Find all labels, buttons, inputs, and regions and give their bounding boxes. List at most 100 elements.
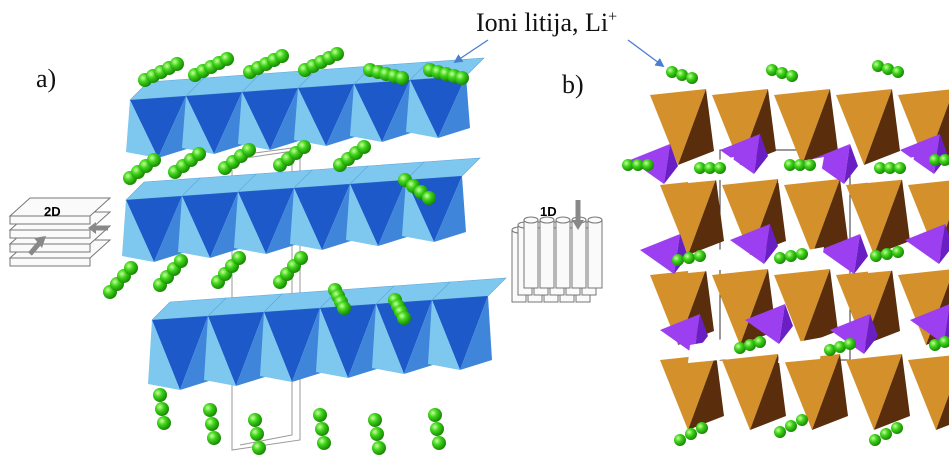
li-ion: [432, 436, 446, 450]
li-ion: [744, 339, 756, 351]
octahedron-face: [326, 84, 358, 146]
li-ion: [939, 154, 949, 166]
octahedron-face: [148, 320, 180, 390]
li-ion: [672, 254, 684, 266]
li-ion: [694, 250, 706, 262]
tetrahedron-face: [846, 354, 902, 430]
tetrahedron-face: [750, 354, 786, 430]
li-ion: [337, 301, 351, 315]
purple-polyhedron: [939, 224, 949, 264]
li-ion: [124, 261, 138, 275]
tetrahedron-face: [650, 89, 706, 165]
li-ion: [869, 434, 881, 446]
li-ion: [357, 140, 371, 154]
purple-polyhedron: [730, 224, 770, 264]
tetrahedron-face: [836, 89, 892, 165]
li-ion: [929, 154, 941, 166]
li-ion: [297, 140, 311, 154]
tetrahedron-face: [908, 355, 949, 430]
li-ion: [882, 63, 894, 75]
tetrahedron-face: [688, 179, 724, 255]
octahedron-face: [264, 308, 320, 382]
li-ion: [248, 413, 262, 427]
octahedron-face: [378, 180, 410, 246]
panel-a-label: a): [36, 64, 57, 93]
purple-polyhedron: [764, 224, 778, 264]
arrow-to-ions-b: [627, 39, 665, 68]
octahedron-face: [376, 300, 432, 374]
inset-2d-label: 2D: [44, 204, 61, 219]
li-ion: [754, 336, 766, 348]
purple-polyhedron: [810, 144, 850, 184]
li-ion: [794, 159, 806, 171]
li-ion: [784, 159, 796, 171]
li-ion: [242, 143, 256, 157]
octahedron-face: [270, 88, 302, 150]
tetrahedron-face: [874, 354, 910, 430]
li-ion: [892, 246, 904, 258]
tetrahedron-face: [802, 89, 838, 165]
li-ion: [880, 428, 892, 440]
purple-polyhedron: [830, 314, 870, 354]
li-ion: [250, 427, 264, 441]
octahedron-face: [210, 192, 242, 258]
li-ion: [870, 250, 882, 262]
tetrahedron-face: [784, 179, 840, 255]
li-ion: [674, 434, 686, 446]
li-ion: [776, 67, 788, 79]
octahedron-face: [182, 192, 238, 258]
octahedron-face: [208, 312, 264, 386]
li-ion: [881, 248, 893, 260]
octahedron-face: [158, 96, 190, 158]
li-ion: [884, 162, 896, 174]
li-ion: [774, 252, 786, 264]
octahedron-face: [382, 80, 414, 142]
li-ion: [939, 336, 949, 348]
tetrahedron-face: [712, 89, 768, 165]
tetrahedron-face: [774, 89, 830, 165]
octahedron-face: [434, 176, 466, 242]
purple-polyhedron: [944, 310, 949, 344]
octahedron-face: [350, 84, 382, 142]
purple-polyhedron: [820, 234, 860, 274]
li-ion: [892, 66, 904, 78]
octahedron-face: [354, 80, 410, 142]
octahedron-face: [154, 196, 186, 262]
octahedron-face: [238, 188, 294, 254]
inset-tube: [555, 219, 571, 289]
li-ion: [294, 251, 308, 265]
tetrahedron-face: [812, 179, 848, 255]
li-ion: [313, 408, 327, 422]
li-ion: [696, 422, 708, 434]
octahedron-face: [180, 316, 212, 390]
li-ion: [203, 403, 217, 417]
octahedron-face: [438, 76, 470, 138]
octahedron-face: [460, 296, 492, 370]
octahedron-face: [236, 312, 268, 386]
li-ion: [766, 64, 778, 76]
inset-tube-top: [587, 216, 603, 224]
inset-1d-tunnels: 1D: [511, 200, 603, 303]
li-ion: [170, 57, 184, 71]
panel-b-label: b): [562, 70, 584, 99]
octahedron-face: [298, 84, 354, 146]
li-ion: [632, 159, 644, 171]
octahedron-face: [126, 196, 182, 262]
li-ion: [683, 252, 695, 264]
octahedron-face: [320, 304, 376, 378]
octahedron-face: [204, 316, 236, 386]
tetrahedron-face: [660, 354, 716, 430]
li-ion: [824, 344, 836, 356]
inset-tube-top: [523, 216, 539, 224]
li-ion: [317, 436, 331, 450]
octahedron-face: [234, 192, 266, 254]
purple-polyhedron: [864, 314, 878, 354]
li-ion: [428, 408, 442, 422]
li-ion: [874, 162, 886, 174]
octahedron-face: [410, 76, 466, 138]
octahedron-face: [242, 88, 298, 150]
li-ion: [686, 72, 698, 84]
octahedron-face: [130, 96, 186, 158]
octahedron-face: [316, 308, 348, 378]
